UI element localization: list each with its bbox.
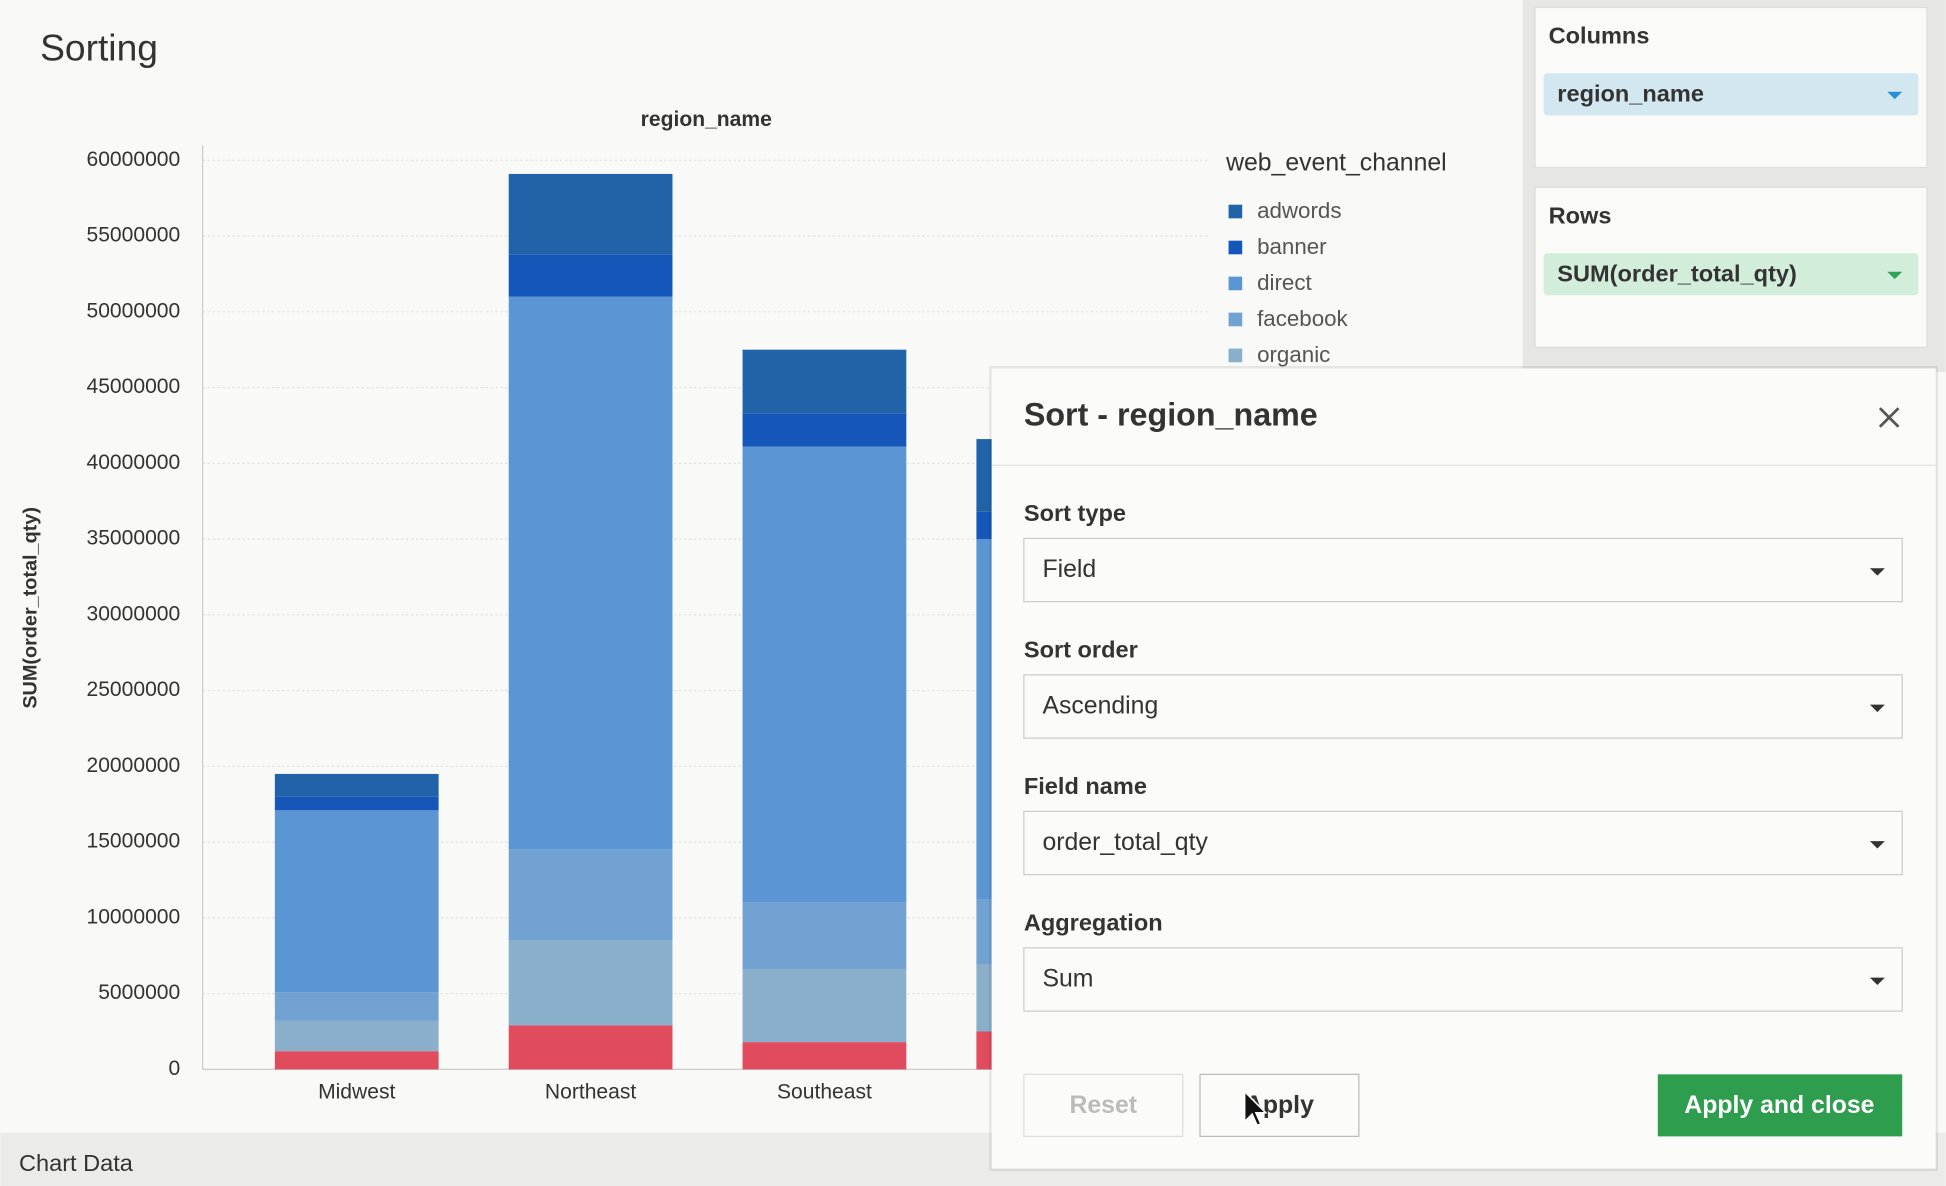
y-tick-label: 10000000 [86, 905, 180, 928]
legend-label: banner [1257, 234, 1327, 259]
legend-label: facebook [1257, 306, 1348, 331]
y-tick-label: 0 [169, 1057, 181, 1080]
bar-segment [508, 254, 673, 297]
legend-title: web_event_channel [1225, 149, 1447, 176]
x-tick-label: Midwest [318, 1081, 395, 1104]
columns-pill[interactable] [1543, 73, 1919, 116]
sidebar: Columns region_name Rows SUM(order_total… [1522, 0, 1946, 373]
field-label: Aggregation [1024, 909, 1163, 935]
mouse-cursor [1243, 1089, 1268, 1127]
bar-segment [508, 849, 673, 941]
bar-segment [508, 173, 673, 255]
select-caret[interactable] [1869, 704, 1885, 713]
reset-button[interactable] [1023, 1073, 1184, 1137]
bar-segment [508, 940, 673, 1026]
bar-segment [274, 810, 439, 993]
bar-segment [742, 446, 907, 903]
bar-segment [274, 773, 439, 797]
dialog-title: Sort - region_name [1024, 396, 1318, 432]
y-tick-label: 40000000 [86, 451, 180, 474]
dropdown-caret[interactable] [1887, 271, 1903, 280]
close-button[interactable] [1878, 407, 1900, 428]
rows-title: Rows [1549, 202, 1612, 228]
field-label: Sort type [1024, 500, 1126, 526]
bar-segment [742, 1042, 907, 1070]
field-label: Field name [1024, 773, 1147, 799]
y-tick-label: 20000000 [86, 754, 180, 777]
x-tick-label: Northeast [545, 1081, 637, 1104]
bar-segment [508, 296, 673, 850]
apply-close-button[interactable] [1657, 1074, 1903, 1137]
legend-swatch [1228, 348, 1243, 363]
bar-segment [274, 1051, 439, 1070]
bar-segment [742, 413, 907, 447]
select-caret[interactable] [1869, 977, 1885, 986]
footer-label[interactable]: Chart Data [19, 1150, 134, 1176]
select-value: Sum [1042, 966, 1093, 993]
x-axis-title: region_name [641, 108, 772, 131]
dropdown-caret[interactable] [1887, 91, 1903, 100]
apply-button[interactable] [1199, 1073, 1360, 1137]
columns-title: Columns [1549, 22, 1650, 48]
legend-label: organic [1257, 342, 1330, 367]
y-tick-label: 60000000 [86, 148, 180, 171]
select-caret[interactable] [1869, 568, 1885, 576]
y-tick-label: 30000000 [86, 602, 180, 625]
sort-dialog: Sort - region_name Sort type Field Sort or… [989, 365, 1939, 1172]
legend-swatch [1228, 204, 1243, 219]
select-value: Ascending [1042, 693, 1158, 720]
bar-segment [274, 796, 439, 811]
y-axis-title: SUM(order_total_qty) [20, 507, 42, 709]
bar-segment [274, 1020, 439, 1052]
select-box[interactable] [1023, 810, 1903, 876]
rows-pill[interactable] [1543, 253, 1919, 296]
columns-field: region_name [1557, 81, 1704, 107]
page-title: Sorting [40, 27, 158, 69]
select-box[interactable] [1023, 537, 1903, 603]
field-label: Sort order [1024, 637, 1138, 663]
bar-segment [508, 1025, 673, 1070]
apply-close-label: Apply and close [1684, 1092, 1874, 1119]
select-value: order_total_qty [1042, 829, 1208, 856]
dialog-body [991, 368, 1936, 1169]
bar-segment [742, 902, 907, 970]
legend-label: adwords [1257, 198, 1341, 223]
y-tick-label: 45000000 [86, 375, 180, 398]
y-tick-label: 15000000 [86, 830, 180, 853]
y-tick-label: 50000000 [86, 299, 180, 322]
legend-label: direct [1257, 270, 1312, 295]
select-caret[interactable] [1869, 841, 1885, 849]
bar-segment [742, 349, 907, 414]
legend-swatch [1228, 276, 1243, 291]
reset-label: Reset [1069, 1092, 1137, 1119]
x-tick-label: Southeast [777, 1081, 872, 1104]
bar-segment [274, 992, 439, 1021]
legend-swatch [1228, 240, 1243, 255]
y-tick-label: 5000000 [98, 981, 180, 1004]
legend-swatch [1228, 312, 1243, 327]
y-tick-label: 25000000 [86, 678, 180, 701]
select-box[interactable] [1023, 674, 1903, 739]
rows-field: SUM(order_total_qty) [1557, 261, 1797, 287]
y-tick-label: 55000000 [86, 224, 180, 247]
bar-segment [742, 969, 907, 1043]
y-tick-label: 35000000 [86, 527, 180, 550]
select-box[interactable] [1023, 947, 1903, 1012]
select-value: Field [1042, 556, 1096, 583]
